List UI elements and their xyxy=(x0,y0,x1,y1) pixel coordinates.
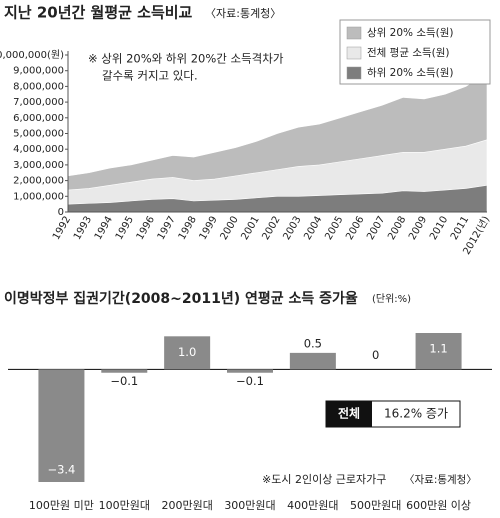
y-tick-label: 6,000,000 xyxy=(13,113,64,124)
x-tick-label: 1995 xyxy=(114,215,136,243)
legend-box xyxy=(339,19,491,85)
x-tick-label: 2008 xyxy=(386,215,408,243)
bar xyxy=(101,369,148,373)
x-tick-label: 2010 xyxy=(428,215,450,243)
total-value: 16.2% 증가 xyxy=(384,407,448,421)
value-label: 1.1 xyxy=(429,342,447,356)
x-tick-label: 1998 xyxy=(177,215,199,243)
value-label: 1.0 xyxy=(178,345,196,359)
x-tick-label: 1992 xyxy=(51,215,73,243)
y-tick-label: 10,000,000(원) xyxy=(0,49,64,61)
y-tick-label: 9,000,000 xyxy=(13,66,64,77)
legend-swatch xyxy=(346,66,362,80)
value-label: −0.1 xyxy=(110,374,138,388)
chart-title: 이명박정부 집권기간(2008~2011년) 연평균 소득 증가율 xyxy=(4,290,358,307)
y-tick-label: 3,000,000 xyxy=(13,160,64,171)
x-tick-label: 100만원 미만 xyxy=(29,499,94,512)
value-label: −0.1 xyxy=(236,374,264,388)
chart-title: 지난 20년간 월평균 소득비교 xyxy=(4,4,193,22)
x-tick-label: 1999 xyxy=(198,215,220,243)
y-tick-label: 2,000,000 xyxy=(13,176,64,187)
legend-swatch xyxy=(346,26,362,40)
x-tick-label: 2001 xyxy=(239,215,261,243)
x-tick-label: 2005 xyxy=(323,215,345,243)
y-tick-label: 8,000,000 xyxy=(13,81,64,92)
annotation: ※ 상위 20%와 하위 20%간 소득격차가 xyxy=(88,52,284,66)
x-tick-label: 2003 xyxy=(281,215,303,243)
x-tick-label: 1997 xyxy=(156,215,178,243)
source: 〈자료:통계청〉 xyxy=(205,7,281,20)
source: 〈자료:통계청〉 xyxy=(404,474,477,486)
y-tick-label: 1,000,000 xyxy=(13,191,64,202)
x-tick-label: 2007 xyxy=(365,215,387,243)
x-tick-label: 1993 xyxy=(72,215,94,243)
x-tick-label: 2004 xyxy=(302,215,324,243)
value-label: −3.4 xyxy=(47,463,75,477)
x-tick-label: 100만원대 xyxy=(99,499,150,512)
x-tick-label: 2000 xyxy=(219,215,241,243)
value-label: 0 xyxy=(372,348,379,362)
x-tick-label: 2006 xyxy=(344,215,366,243)
x-tick-label: 2002 xyxy=(260,215,282,243)
x-tick-label: 500만원대 xyxy=(350,499,401,512)
legend-label: 하위 20% 소득(원) xyxy=(367,66,454,79)
area xyxy=(67,184,488,213)
bar xyxy=(227,369,273,373)
x-tick-label: 1994 xyxy=(93,215,115,243)
total-label: 전체 xyxy=(338,406,360,421)
annotation: 갈수록 커지고 있다. xyxy=(102,69,198,83)
total-label-bg xyxy=(326,401,372,427)
x-tick-label: 300만원대 xyxy=(224,499,275,512)
x-tick-label: 2009 xyxy=(407,215,429,243)
bar xyxy=(164,336,211,370)
y-tick-label: 4,000,000 xyxy=(13,144,64,155)
legend-label: 전체 평균 소득(원) xyxy=(367,47,450,59)
x-tick-label: 1996 xyxy=(135,215,157,243)
bar xyxy=(415,333,462,370)
legend-label: 상위 20% 소득(원) xyxy=(367,26,454,39)
y-tick-label: 0 xyxy=(58,207,64,218)
x-tick-label: 200만원대 xyxy=(161,499,212,512)
bar xyxy=(289,352,336,370)
y-tick-label: 7,000,000 xyxy=(13,97,64,108)
x-tick-label: 600만원 이상 xyxy=(406,499,471,512)
note: ※도시 2인이상 근로자가구 xyxy=(262,473,386,486)
unit: (단위:%) xyxy=(372,292,411,305)
legend-swatch xyxy=(346,46,362,60)
x-tick-label: 2011 xyxy=(449,215,471,243)
value-label: 0.5 xyxy=(304,336,322,350)
x-tick-label: 400만원대 xyxy=(287,499,338,512)
bar xyxy=(38,369,85,482)
y-tick-label: 5,000,000 xyxy=(13,129,64,140)
